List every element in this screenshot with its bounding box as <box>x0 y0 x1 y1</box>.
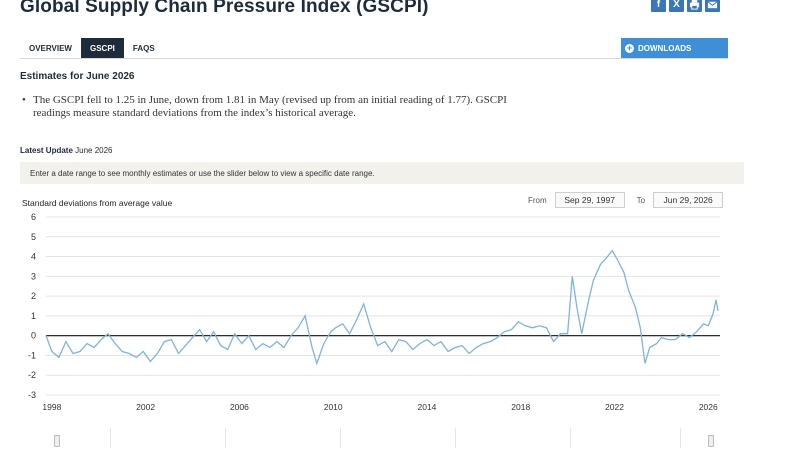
share-toolbar: f X <box>651 0 720 12</box>
date-range-controls: From Sep 29, 1997 To Jun 29, 2026 <box>528 192 724 208</box>
twitter-icon[interactable]: X <box>669 0 684 12</box>
tab-bar: OVERVIEW GSCPI FAQS <box>20 38 164 58</box>
tabs-divider <box>20 58 728 59</box>
y-tick-label: 0 <box>31 331 36 341</box>
facebook-icon[interactable]: f <box>651 0 666 12</box>
y-tick-label: 3 <box>31 271 36 281</box>
gscpi-series-line <box>45 249 719 366</box>
downloads-label: DOWNLOADS <box>638 43 692 53</box>
downloads-button[interactable]: + DOWNLOADS <box>621 38 728 58</box>
slider-end-handle[interactable] <box>708 435 714 447</box>
bullet-dot-icon: • <box>22 94 26 106</box>
slider-start-handle[interactable] <box>54 435 60 447</box>
x-tick-label: 2006 <box>230 402 249 412</box>
x-tick-label: 2026 <box>699 402 718 412</box>
slider-mark <box>225 428 226 448</box>
y-axis-labels: 6 5 4 3 2 1 0 -1 -2 -3 <box>28 212 36 400</box>
y-tick-label: -3 <box>28 390 36 400</box>
slider-mark <box>570 428 571 448</box>
slider-mark <box>455 428 456 448</box>
latest-update: Latest Update June 2026 <box>20 146 113 155</box>
tab-gscpi[interactable]: GSCPI <box>80 38 124 58</box>
x-tick-label: 2014 <box>417 402 436 412</box>
y-tick-label: 6 <box>31 212 36 222</box>
y-axis-title: Standard deviations from average value <box>22 198 173 208</box>
y-tick-label: -2 <box>28 370 36 380</box>
from-label: From <box>528 195 547 205</box>
x-tick-label: 2002 <box>136 402 155 412</box>
from-date-input[interactable]: Sep 29, 1997 <box>554 192 625 208</box>
slider-mark <box>110 428 111 448</box>
latest-update-value: June 2026 <box>75 146 113 155</box>
tab-overview[interactable]: OVERVIEW <box>29 43 72 53</box>
instruction-text: Enter a date range to see monthly estima… <box>30 168 375 178</box>
x-axis-labels: 1998 2002 2006 2010 2014 2018 2022 2026 <box>42 402 718 412</box>
summary-bullet: • The GSCPI fell to 1.25 in June, down f… <box>22 94 522 120</box>
date-slider[interactable] <box>0 425 800 450</box>
chart-grid <box>46 216 720 396</box>
x-tick-label: 2022 <box>605 402 624 412</box>
y-tick-label: 5 <box>31 232 36 242</box>
y-tick-label: -1 <box>28 350 36 360</box>
slider-mark <box>680 428 681 448</box>
y-tick-label: 1 <box>31 311 36 321</box>
y-tick-label: 4 <box>31 252 36 262</box>
latest-update-label: Latest Update <box>20 146 73 155</box>
y-tick-label: 2 <box>31 291 36 301</box>
print-icon[interactable] <box>687 0 702 12</box>
tab-faqs[interactable]: FAQS <box>132 43 155 53</box>
to-date-input[interactable]: Jun 29, 2026 <box>653 192 724 208</box>
gscpi-chart: 6 5 4 3 2 1 0 -1 -2 -3 1998 2002 2006 2010 2014 2018 20… <box>28 212 720 412</box>
x-tick-label: 1998 <box>42 402 61 412</box>
instruction-bar: Enter a date range to see monthly estima… <box>20 162 744 184</box>
x-tick-label: 2010 <box>324 402 343 412</box>
plus-icon: + <box>625 42 634 53</box>
summary-text: The GSCPI fell to 1.25 in June, down fro… <box>33 94 507 119</box>
estimates-title: Estimates for June 2026 <box>20 71 135 82</box>
email-icon[interactable] <box>705 0 720 12</box>
slider-mark <box>340 428 341 448</box>
page-title: Global Supply Chain Pressure Index (GSCP… <box>20 0 429 17</box>
to-label: To <box>636 195 646 205</box>
x-tick-label: 2018 <box>511 402 530 412</box>
